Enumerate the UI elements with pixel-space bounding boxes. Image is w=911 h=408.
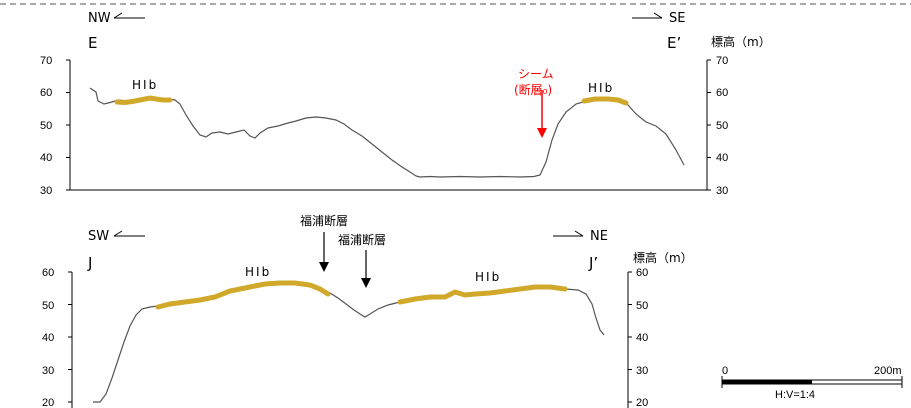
- right-ticks: 60 50 40 30 20: [628, 267, 648, 408]
- direction-label-ne: NE: [590, 229, 608, 244]
- terrace-hib-left: [155, 280, 331, 310]
- tick-label: 60: [716, 87, 728, 99]
- elevation-axis-title: 標高（m）: [633, 250, 693, 265]
- tick-label: 20: [42, 397, 54, 408]
- terrace-hib-right: [397, 284, 568, 305]
- tick-label: 40: [40, 152, 52, 164]
- tick-label: 30: [716, 185, 728, 197]
- tick-label: 50: [636, 300, 648, 312]
- terrace-label: HIb: [475, 270, 501, 284]
- arrow-left-icon: [113, 12, 145, 19]
- tick-label: 30: [636, 365, 648, 377]
- tick-label: 20: [636, 397, 648, 408]
- tick-label: 50: [42, 300, 54, 312]
- tick-label: 30: [40, 185, 52, 197]
- terrace-label: HIb: [588, 81, 614, 95]
- section-end-label-e: E: [88, 34, 97, 52]
- scale-ratio-label: H:V=1:4: [775, 389, 815, 401]
- seam-label: シーム: [518, 67, 554, 81]
- left-ticks: 70 60 50 40 30: [40, 55, 70, 197]
- direction-label-se: SE: [669, 11, 685, 26]
- terrace-hib-left: [114, 95, 173, 106]
- tick-label: 40: [636, 332, 648, 344]
- scale-bar: 0 200m H:V=1:4: [721, 365, 903, 401]
- arrow-left-icon: [113, 230, 145, 237]
- fault-label-fukura: 福浦断層: [338, 232, 386, 247]
- terrain-profile-line: [89, 87, 685, 178]
- section-end-label-e-prime: E’: [667, 34, 681, 52]
- profile-e: NW SE E E’ 標高（m） 70 60 50 40 30: [40, 11, 771, 197]
- tick-label: 40: [42, 332, 54, 344]
- section-end-label-j-prime: J’: [588, 254, 598, 272]
- tick-label: 60: [40, 87, 52, 99]
- right-ticks: 70 60 50 40 30: [707, 55, 728, 197]
- fault-arrow-icon: [319, 232, 329, 272]
- seam-label-fault: (断層₀): [514, 82, 552, 97]
- elevation-axis-title: 標高（m）: [711, 34, 771, 49]
- scale-zero-label: 0: [722, 365, 728, 377]
- direction-label-nw: NW: [88, 11, 111, 26]
- arrow-right-icon: [632, 12, 663, 19]
- seam-arrow-icon: [537, 90, 547, 138]
- tick-label: 60: [42, 267, 54, 279]
- left-ticks: 60 50 40 30 20: [42, 267, 72, 408]
- tick-label: 50: [716, 120, 728, 132]
- tick-label: 50: [40, 120, 52, 132]
- tick-label: 70: [716, 55, 728, 67]
- arrow-right-icon: [553, 230, 584, 237]
- section-end-label-j: J: [87, 254, 92, 272]
- tick-label: 30: [42, 365, 54, 377]
- terrace-label: HIb: [245, 265, 271, 279]
- scale-max-label: 200m: [874, 365, 902, 377]
- direction-label-sw: SW: [88, 229, 109, 244]
- fault-arrow-icon: [361, 250, 371, 288]
- terrace-hib-right: [581, 96, 629, 106]
- tick-label: 70: [40, 55, 52, 67]
- fault-label-fukura: 福浦断層: [300, 213, 348, 228]
- profile-j: SW NE J J’ 標高（m） 60 50 40 30 20: [42, 213, 693, 408]
- terrace-label: HIb: [132, 78, 158, 92]
- terrain-profile-line: [93, 282, 605, 403]
- tick-label: 40: [716, 152, 728, 164]
- tick-label: 60: [636, 267, 648, 279]
